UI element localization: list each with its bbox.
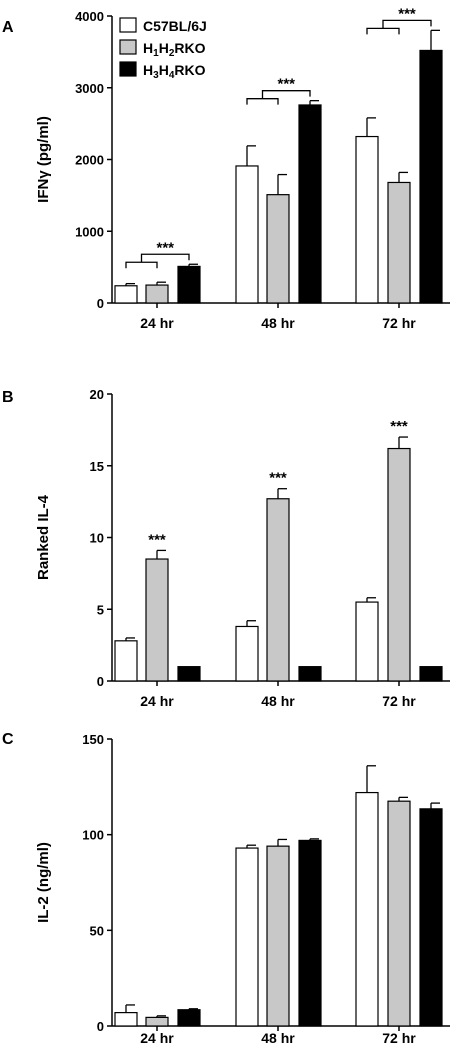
bar bbox=[298, 666, 322, 682]
bar bbox=[114, 1012, 138, 1027]
x-tick-label: 24 hr bbox=[140, 693, 174, 709]
bar bbox=[235, 625, 259, 682]
bar bbox=[419, 49, 443, 304]
bar bbox=[177, 265, 201, 304]
bar bbox=[114, 640, 138, 682]
significance-bracket bbox=[246, 98, 279, 105]
bar bbox=[387, 181, 411, 304]
y-tick-label: 20 bbox=[90, 387, 104, 402]
bar bbox=[355, 135, 379, 304]
y-tick-label: 4000 bbox=[75, 9, 104, 24]
y-tick-label: 1000 bbox=[75, 224, 104, 239]
x-tick-label: 72 hr bbox=[382, 693, 416, 709]
legend-label: C57BL/6J bbox=[143, 18, 207, 34]
significance-label: *** bbox=[269, 470, 287, 487]
y-axis-label: Ranked IL-4 bbox=[35, 494, 52, 580]
y-tick-label: 150 bbox=[82, 732, 104, 747]
x-tick-label: 24 hr bbox=[140, 315, 174, 331]
x-tick-label: 48 hr bbox=[261, 315, 295, 331]
legend: C57BL/6J H1H2RKO H3H4RKO bbox=[119, 17, 207, 81]
significance-bracket bbox=[261, 90, 311, 99]
bar bbox=[235, 847, 259, 1027]
bar bbox=[177, 1009, 201, 1027]
bar bbox=[177, 666, 201, 682]
y-tick-label: 10 bbox=[90, 531, 104, 546]
bar bbox=[266, 845, 290, 1027]
y-tick-label: 0 bbox=[97, 1019, 104, 1034]
y-tick-label: 0 bbox=[97, 674, 104, 689]
significance-bracket bbox=[366, 27, 400, 35]
significance-bracket bbox=[140, 253, 190, 263]
significance-label: *** bbox=[277, 76, 295, 93]
panel-a-chart: A 0 1000 2000 3000 4000 IFNγ (pg/ml) 24 hr 48 hr… bbox=[2, 5, 450, 331]
significance-bracket bbox=[125, 261, 158, 269]
bar bbox=[419, 666, 443, 682]
y-tick-label: 5 bbox=[97, 602, 104, 617]
bar bbox=[235, 165, 259, 304]
panel-letter: B bbox=[2, 389, 14, 406]
bar bbox=[387, 447, 411, 682]
x-tick-label: 72 hr bbox=[382, 1030, 416, 1046]
y-tick-label: 2000 bbox=[75, 153, 104, 168]
y-tick-label: 0 bbox=[97, 296, 104, 311]
bar bbox=[145, 558, 169, 682]
panel-letter: C bbox=[2, 731, 14, 748]
y-axis-label: IL-2 (ng/ml) bbox=[35, 842, 52, 923]
legend-label: H3H4RKO bbox=[143, 62, 206, 81]
bar bbox=[145, 1016, 169, 1027]
significance-label: *** bbox=[156, 239, 174, 256]
significance-label: *** bbox=[398, 5, 416, 22]
significance-label: *** bbox=[390, 418, 408, 435]
legend-swatch bbox=[119, 39, 137, 55]
bar bbox=[355, 791, 379, 1027]
y-tick-label: 100 bbox=[82, 828, 104, 843]
y-tick-label: 50 bbox=[90, 923, 104, 938]
significance-bracket bbox=[382, 19, 432, 29]
x-tick-label: 24 hr bbox=[140, 1030, 174, 1046]
bar bbox=[266, 498, 290, 682]
legend-label: H1H2RKO bbox=[143, 40, 206, 59]
panel-c-chart: C 0 50 100 150 IL-2 (ng/ml) 24 hr 48 hr 72 hr bbox=[2, 731, 450, 1046]
bar bbox=[114, 285, 138, 304]
y-tick-label: 15 bbox=[90, 459, 104, 474]
bar bbox=[419, 808, 443, 1027]
y-tick-label: 3000 bbox=[75, 81, 104, 96]
bar bbox=[266, 194, 290, 304]
bar bbox=[387, 800, 411, 1027]
bar bbox=[298, 104, 322, 304]
panel-letter: A bbox=[2, 19, 14, 36]
bar bbox=[145, 284, 169, 304]
x-tick-label: 72 hr bbox=[382, 315, 416, 331]
y-axis-label: IFNγ (pg/ml) bbox=[35, 116, 52, 203]
panel-b-chart: B 0 5 10 15 20 Ranked IL-4 24 hr 48 hr 72 hr *** **… bbox=[2, 387, 450, 709]
legend-swatch bbox=[119, 61, 137, 77]
x-tick-label: 48 hr bbox=[261, 693, 295, 709]
legend-swatch bbox=[119, 17, 137, 33]
bar bbox=[355, 601, 379, 682]
bar bbox=[298, 839, 322, 1027]
x-tick-label: 48 hr bbox=[261, 1030, 295, 1046]
significance-label: *** bbox=[148, 531, 166, 548]
